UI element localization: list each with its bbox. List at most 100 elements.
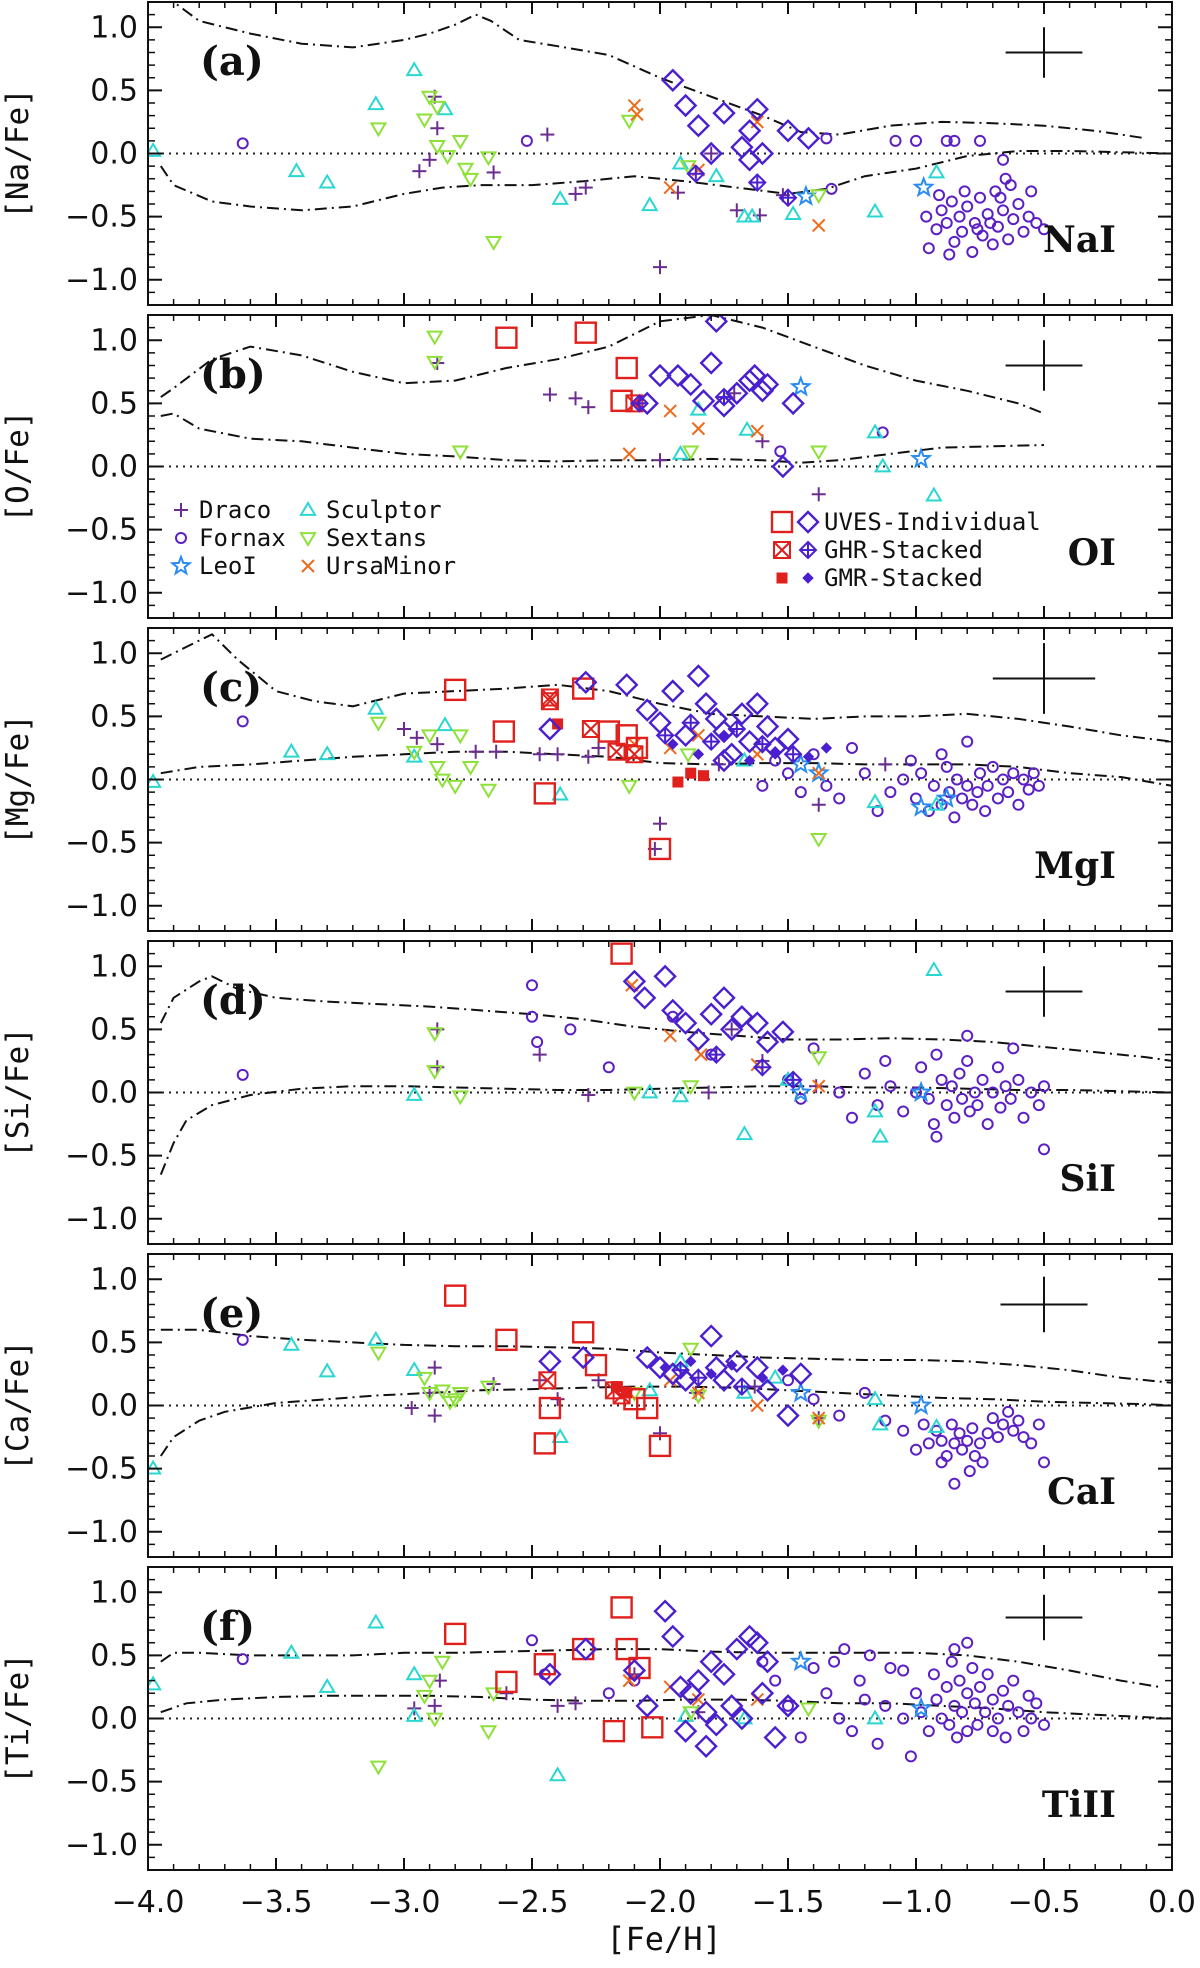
point-uves-diamond	[725, 1637, 749, 1661]
point-uves-square	[641, 1716, 664, 1739]
y-axis-label: [Mg/Fe]	[0, 714, 36, 845]
point-fornax	[935, 1456, 948, 1469]
point-sculptor	[405, 747, 423, 763]
point-gmr-square	[610, 1381, 622, 1393]
point-fornax	[971, 1099, 984, 1112]
point-uves-diamond	[750, 141, 775, 166]
point-fornax	[1032, 1099, 1045, 1112]
point-gmr-diamond	[820, 742, 833, 754]
point-fornax	[794, 786, 807, 799]
point-fornax	[961, 1434, 974, 1447]
legend-label: Sculptor	[326, 496, 442, 524]
point-fornax	[820, 132, 833, 145]
error-bar	[1005, 1594, 1083, 1641]
point-sculptor	[148, 142, 162, 157]
point-draco	[540, 127, 555, 142]
point-fornax	[958, 185, 971, 198]
point-sextans	[461, 172, 480, 188]
point-fornax	[1007, 767, 1020, 780]
point-uves-square	[533, 1653, 556, 1676]
point-uves-diamond	[661, 679, 685, 703]
point-fornax	[884, 1080, 897, 1093]
point-draco	[591, 740, 606, 755]
point-fornax	[1025, 185, 1038, 198]
point-fornax	[948, 811, 961, 824]
point-fornax	[935, 204, 948, 217]
point-draco	[432, 1673, 447, 1688]
point-ursaminor	[812, 1079, 826, 1093]
point-fornax	[1017, 773, 1030, 786]
point-fornax	[981, 1427, 994, 1440]
upper-curve	[160, 1648, 1160, 1688]
point-uves-diamond	[686, 1027, 711, 1052]
point-draco	[499, 1686, 514, 1701]
point-draco	[550, 747, 565, 762]
point-draco	[550, 1698, 565, 1713]
point-fornax	[1012, 198, 1025, 210]
point-sextans	[369, 1346, 388, 1362]
y-tick-label: −0.5	[65, 1765, 138, 1800]
point-fornax	[904, 754, 917, 767]
lower-curve	[159, 1385, 1172, 1457]
point-fornax	[950, 773, 963, 786]
point-fornax	[922, 242, 935, 255]
point-ursaminor	[750, 424, 764, 438]
point-fornax	[820, 779, 833, 792]
panel-tag: (a)	[200, 38, 264, 85]
envelope	[159, 2, 1172, 212]
point-fornax	[974, 134, 986, 147]
error-bar	[1005, 966, 1083, 1017]
point-sculptor	[871, 1127, 889, 1143]
legend-marker	[301, 559, 315, 573]
y-tick-label: −1.0	[65, 1515, 138, 1550]
point-uves-diamond	[712, 748, 736, 773]
point-sextans	[446, 1393, 464, 1409]
point-sculptor	[866, 423, 884, 439]
point-gmr-diamond	[769, 746, 781, 758]
point-draco	[412, 164, 427, 179]
point-uves-diamond	[673, 723, 698, 748]
point-sextans	[809, 445, 828, 461]
element-label: SiI	[1059, 1158, 1116, 1200]
point-sculptor	[873, 457, 892, 473]
point-gmr-square	[672, 776, 684, 788]
point-leoi	[794, 184, 818, 207]
point-fornax	[948, 1437, 961, 1450]
point-sextans	[405, 745, 423, 761]
point-sculptor	[738, 420, 756, 436]
point-uves-diamond	[745, 97, 769, 122]
point-ghr-square	[538, 1371, 557, 1390]
lower-curve	[159, 150, 1172, 212]
point-ghr-diamond	[686, 164, 706, 184]
error-bar	[1005, 27, 1083, 78]
point-uves-diamond	[538, 1662, 562, 1687]
point-gmr-diamond	[685, 1355, 697, 1368]
point-leoi	[909, 1393, 933, 1416]
point-uves-square	[495, 1328, 518, 1352]
legend-label: GMR-Stacked	[824, 564, 983, 592]
legend-marker	[175, 532, 187, 544]
point-fornax	[846, 1111, 858, 1124]
point-fornax	[1030, 1697, 1043, 1710]
point-fornax	[930, 1130, 943, 1143]
point-sculptor	[282, 742, 301, 758]
point-fornax	[997, 204, 1010, 217]
envelope	[160, 633, 1172, 787]
point-uves-diamond	[615, 673, 639, 697]
y-tick-label: −1.0	[65, 889, 138, 924]
y-tick-label: 0.5	[90, 386, 138, 421]
point-draco	[568, 391, 583, 406]
point-draco	[427, 1360, 442, 1375]
point-sextans	[479, 783, 498, 799]
point-uves-diamond	[622, 969, 647, 994]
point-fornax	[943, 786, 956, 799]
point-fornax	[930, 1693, 943, 1706]
point-fornax	[991, 792, 1004, 805]
point-fornax	[1025, 1712, 1038, 1725]
point-leoi	[909, 1080, 933, 1103]
point-uves-diamond	[666, 363, 690, 388]
point-fornax	[986, 1412, 999, 1425]
point-fornax	[943, 248, 956, 261]
point-fornax	[889, 134, 902, 147]
point-sculptor	[779, 1070, 797, 1086]
